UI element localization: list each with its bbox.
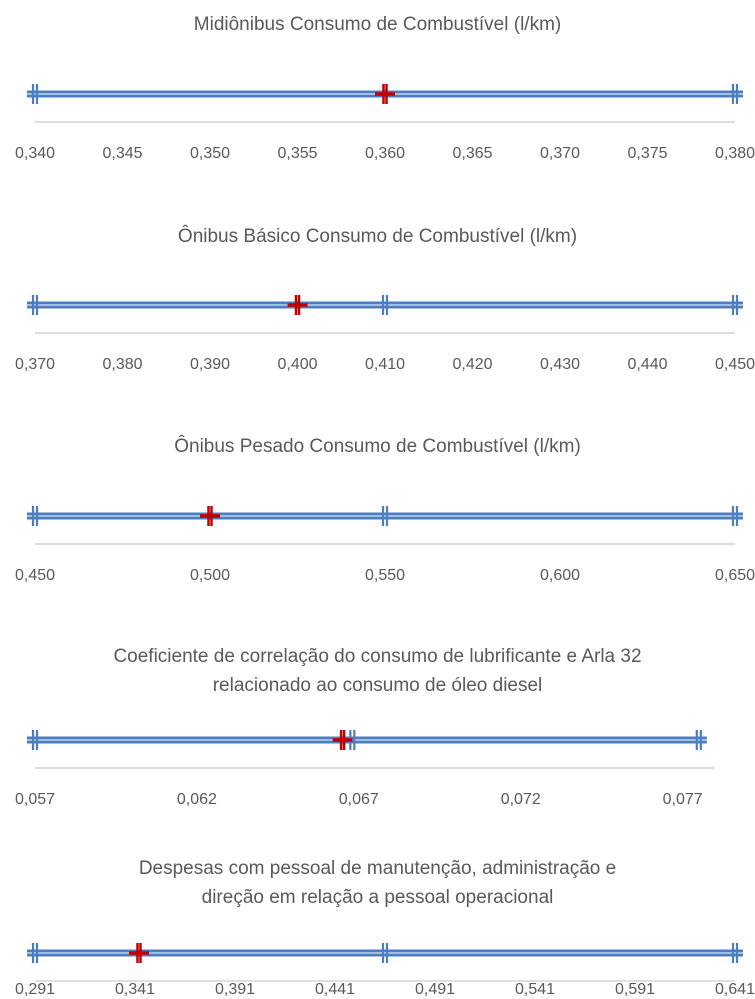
x-tick-label: 0,370 <box>540 145 580 162</box>
chart-4: Coeficiente de correlação do consumo de … <box>15 646 715 808</box>
x-tick-label: 0,380 <box>102 356 142 373</box>
chart-title-line: Ônibus Pesado Consumo de Combustível (l/… <box>174 435 581 457</box>
x-tick-label: 0,370 <box>15 356 55 373</box>
x-tick-label: 0,491 <box>415 981 455 998</box>
x-tick-label: 0,350 <box>190 145 230 162</box>
blue-marker <box>695 730 702 750</box>
x-tick-label: 0,420 <box>452 356 492 373</box>
x-tick-label: 0,641 <box>715 981 755 998</box>
x-tick-label: 0,450 <box>715 356 755 373</box>
chart-3: Ônibus Pesado Consumo de Combustível (l/… <box>15 435 755 584</box>
x-tick-label: 0,450 <box>15 567 55 584</box>
x-tick-label: 0,391 <box>215 981 255 998</box>
chart-title-line: Despesas com pessoal de manutenção, admi… <box>139 858 616 879</box>
x-tick-label: 0,440 <box>627 356 667 373</box>
x-tick-label: 0,345 <box>102 145 142 162</box>
x-tick-label: 0,340 <box>15 145 55 162</box>
x-tick-label: 0,062 <box>177 791 217 808</box>
x-tick-label: 0,380 <box>715 145 755 162</box>
x-tick-label: 0,341 <box>115 981 155 998</box>
x-tick-label: 0,390 <box>190 356 230 373</box>
x-tick-label: 0,430 <box>540 356 580 373</box>
chart-5: Despesas com pessoal de manutenção, admi… <box>15 858 755 998</box>
blue-marker <box>731 295 739 315</box>
x-tick-label: 0,541 <box>515 981 555 998</box>
x-tick-label: 0,355 <box>277 145 317 162</box>
chart-title-line: relacionado ao consumo de óleo diesel <box>213 675 543 696</box>
blue-marker <box>731 506 739 526</box>
x-tick-label: 0,650 <box>715 567 755 584</box>
x-tick-label: 0,441 <box>315 981 355 998</box>
x-tick-label: 0,600 <box>540 567 580 584</box>
blue-marker <box>31 943 39 963</box>
x-tick-label: 0,500 <box>190 567 230 584</box>
red-marker <box>375 84 395 104</box>
x-tick-label: 0,400 <box>277 356 317 373</box>
red-marker <box>129 943 149 963</box>
x-tick-label: 0,591 <box>615 981 655 998</box>
blue-marker <box>381 295 389 315</box>
chart-title-line: Ônibus Básico Consumo de Combustível (l/… <box>178 225 577 247</box>
chart-title-line: Midiônibus Consumo de Combustível (l/km) <box>194 14 561 35</box>
blue-marker <box>381 943 389 963</box>
x-tick-label: 0,365 <box>452 145 492 162</box>
red-marker <box>200 506 220 526</box>
red-marker <box>287 295 308 315</box>
x-tick-label: 0,375 <box>627 145 667 162</box>
chart-1: Midiônibus Consumo de Combustível (l/km)… <box>15 14 755 162</box>
x-tick-label: 0,550 <box>365 567 405 584</box>
chart-title-line: Coeficiente de correlação do consumo de … <box>113 646 641 667</box>
x-tick-label: 0,410 <box>365 356 405 373</box>
blue-marker <box>381 506 389 526</box>
chart-title-line: direção em relação a pessoal operacional <box>202 887 554 908</box>
blue-marker <box>31 295 39 315</box>
x-tick-label: 0,077 <box>663 791 703 808</box>
x-tick-label: 0,291 <box>15 981 55 998</box>
blue-marker <box>731 943 739 963</box>
blue-marker <box>31 506 39 526</box>
x-tick-label: 0,067 <box>339 791 379 808</box>
x-tick-label: 0,072 <box>501 791 541 808</box>
x-tick-label: 0,360 <box>365 145 405 162</box>
x-tick-label: 0,057 <box>15 791 55 808</box>
blue-marker <box>731 84 739 104</box>
chart-2: Ônibus Básico Consumo de Combustível (l/… <box>15 225 755 373</box>
blue-marker <box>31 730 39 750</box>
blue-marker <box>31 84 39 104</box>
red-marker <box>332 730 353 750</box>
